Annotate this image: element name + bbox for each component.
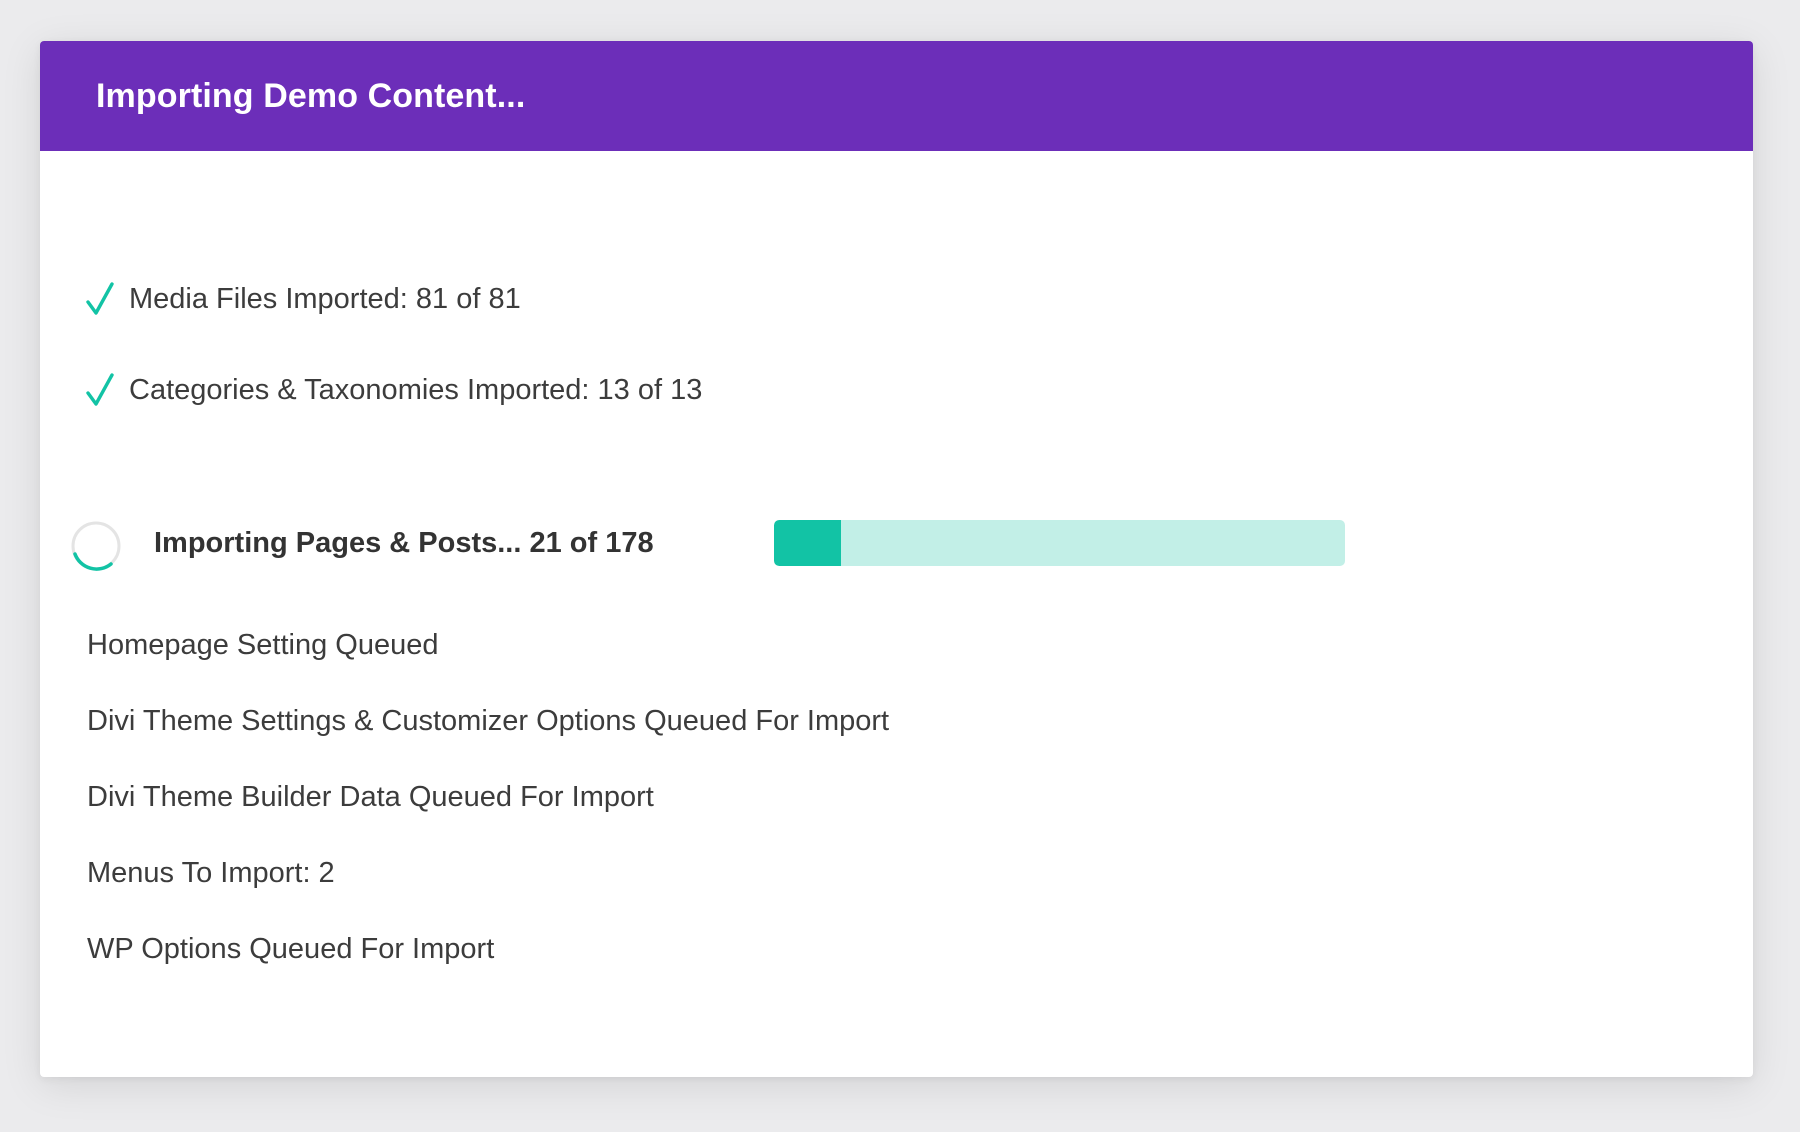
pages-posts-progress-label: Importing Pages & Posts... 21 of 178 bbox=[154, 527, 654, 559]
modal-title: Importing Demo Content... bbox=[96, 76, 526, 115]
progress-bar-fill bbox=[774, 520, 842, 566]
modal-header: Importing Demo Content... bbox=[40, 41, 1753, 151]
queued-item-theme-settings: Divi Theme Settings & Customizer Options… bbox=[87, 705, 890, 737]
queued-items-list: Homepage Setting Queued Divi Theme Setti… bbox=[87, 625, 889, 1005]
queued-item-menus: Menus To Import: 2 bbox=[87, 857, 335, 889]
loading-spinner-icon bbox=[71, 521, 121, 571]
checkmark-icon bbox=[86, 282, 114, 315]
media-files-status-text: Media Files Imported: 81 of 81 bbox=[129, 282, 521, 315]
pages-posts-progress-row: Importing Pages & Posts... 21 of 178 bbox=[70, 515, 1390, 575]
progress-bar-track bbox=[774, 520, 1345, 566]
queued-item-homepage: Homepage Setting Queued bbox=[87, 629, 439, 661]
categories-status: Categories & Taxonomies Imported: 13 of … bbox=[85, 372, 702, 408]
queued-item-wp-options: WP Options Queued For Import bbox=[87, 933, 495, 965]
media-files-status: Media Files Imported: 81 of 81 bbox=[85, 281, 521, 317]
queued-item-theme-builder: Divi Theme Builder Data Queued For Impor… bbox=[87, 781, 654, 813]
checkmark-icon bbox=[86, 373, 114, 406]
categories-status-text: Categories & Taxonomies Imported: 13 of … bbox=[129, 373, 703, 406]
import-modal: Importing Demo Content... Media Files Im… bbox=[40, 41, 1753, 1077]
